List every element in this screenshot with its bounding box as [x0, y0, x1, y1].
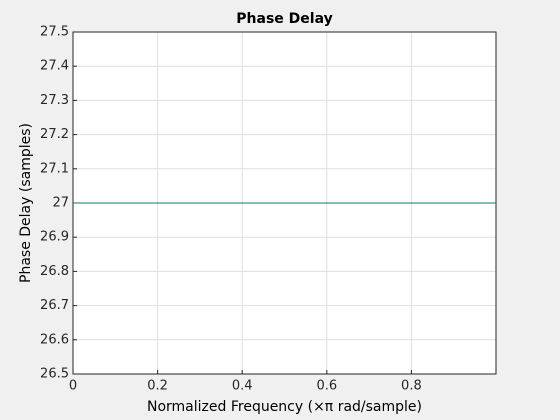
y-tick-label: 27.3 [40, 93, 69, 108]
y-tick-label: 27.5 [40, 25, 69, 40]
y-tick-label: 26.9 [40, 230, 69, 245]
y-tick-label: 27.1 [40, 161, 69, 176]
x-tick-label: 0.8 [401, 379, 422, 394]
x-tick-label: 0.2 [147, 379, 168, 394]
x-tick-label: 0.6 [316, 379, 337, 394]
y-axis-label: Phase Delay (samples) [18, 123, 34, 283]
x-tick-label: 0 [69, 379, 77, 394]
x-axis-label: Normalized Frequency (×π rad/sample) [147, 399, 422, 415]
x-tick-label: 0.4 [232, 379, 253, 394]
y-tick-label: 26.5 [40, 367, 69, 382]
y-tick-label: 26.6 [40, 332, 69, 347]
y-tick-label: 26.7 [40, 298, 69, 313]
y-tick-label: 27.2 [40, 127, 69, 142]
y-tick-label: 27.4 [40, 59, 69, 74]
y-tick-label: 26.8 [40, 264, 69, 279]
chart-title: Phase Delay [236, 11, 332, 27]
y-tick-label: 27 [52, 196, 69, 211]
